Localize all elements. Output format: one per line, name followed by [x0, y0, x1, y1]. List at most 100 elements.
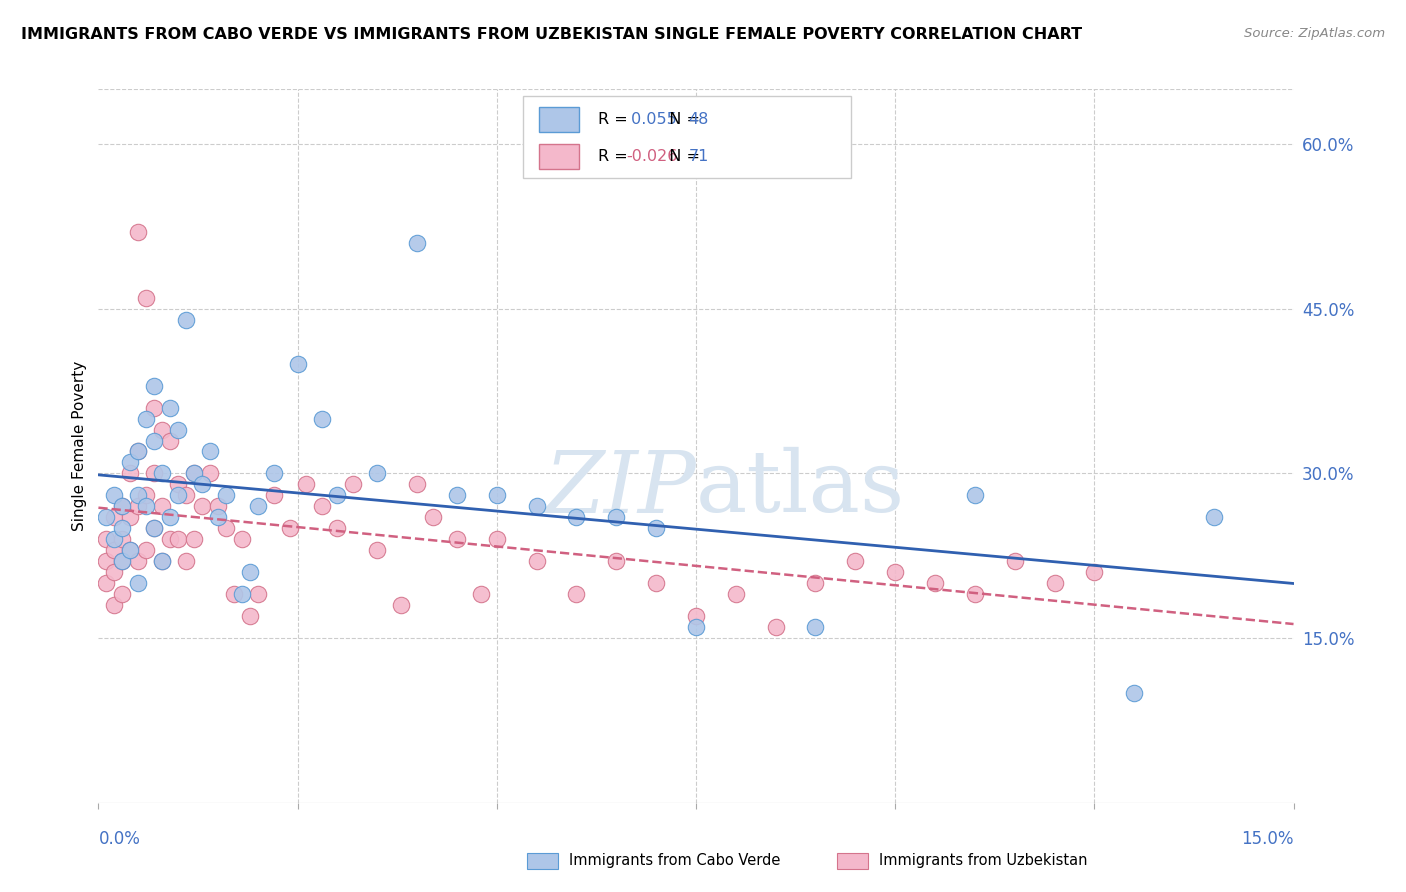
- Point: [111, 587, 134, 601]
- Point: [120, 543, 142, 558]
- Point: [645, 576, 668, 591]
- Point: [103, 510, 125, 524]
- Point: [143, 521, 166, 535]
- Point: [143, 467, 166, 481]
- Point: [174, 312, 197, 326]
- Point: [231, 587, 253, 601]
- Point: [1043, 576, 1066, 591]
- Point: [207, 500, 229, 514]
- Point: [127, 554, 149, 568]
- Point: [150, 500, 173, 514]
- Point: [804, 620, 827, 634]
- Point: [103, 488, 125, 502]
- Point: [159, 510, 181, 524]
- Point: [605, 554, 627, 568]
- Text: 71: 71: [689, 149, 709, 164]
- Point: [605, 510, 627, 524]
- Point: [239, 609, 262, 624]
- Text: -0.026: -0.026: [626, 149, 678, 164]
- Point: [342, 477, 364, 491]
- Point: [645, 521, 668, 535]
- Point: [804, 576, 827, 591]
- Point: [143, 378, 166, 392]
- Point: [143, 401, 166, 415]
- Point: [167, 477, 190, 491]
- Point: [446, 488, 468, 502]
- Point: [685, 609, 707, 624]
- Point: [159, 533, 181, 547]
- Point: [127, 225, 149, 239]
- Point: [167, 533, 190, 547]
- Point: [150, 554, 173, 568]
- Point: [1004, 554, 1026, 568]
- Point: [96, 533, 118, 547]
- Point: [183, 467, 205, 481]
- Point: [1202, 510, 1225, 524]
- Point: [366, 543, 388, 558]
- Point: [422, 510, 444, 524]
- Point: [198, 467, 221, 481]
- Text: 0.0%: 0.0%: [98, 830, 141, 848]
- Point: [120, 467, 142, 481]
- Point: [198, 444, 221, 458]
- Point: [470, 587, 492, 601]
- Point: [246, 587, 269, 601]
- Point: [963, 488, 986, 502]
- Point: [183, 533, 205, 547]
- Point: [389, 598, 412, 612]
- Point: [120, 510, 142, 524]
- Point: [103, 566, 125, 580]
- Point: [167, 423, 190, 437]
- Point: [326, 488, 349, 502]
- Point: [127, 444, 149, 458]
- Point: [174, 554, 197, 568]
- Point: [135, 543, 157, 558]
- Text: Immigrants from Uzbekistan: Immigrants from Uzbekistan: [879, 854, 1087, 868]
- Point: [311, 411, 333, 425]
- Point: [150, 554, 173, 568]
- Point: [526, 554, 548, 568]
- Point: [120, 455, 142, 469]
- Point: [150, 467, 173, 481]
- Point: [103, 533, 125, 547]
- Text: Immigrants from Cabo Verde: Immigrants from Cabo Verde: [569, 854, 780, 868]
- Text: N =: N =: [659, 149, 706, 164]
- Point: [183, 467, 205, 481]
- Point: [150, 423, 173, 437]
- Text: Source: ZipAtlas.com: Source: ZipAtlas.com: [1244, 27, 1385, 40]
- Point: [239, 566, 262, 580]
- Point: [135, 500, 157, 514]
- Point: [884, 566, 907, 580]
- Point: [366, 467, 388, 481]
- Point: [96, 510, 118, 524]
- Point: [446, 533, 468, 547]
- Point: [215, 488, 238, 502]
- Point: [159, 401, 181, 415]
- Point: [159, 434, 181, 448]
- Point: [844, 554, 866, 568]
- Point: [215, 521, 238, 535]
- Point: [135, 291, 157, 305]
- Y-axis label: Single Female Poverty: Single Female Poverty: [72, 361, 87, 531]
- Point: [111, 500, 134, 514]
- Point: [127, 488, 149, 502]
- Point: [120, 543, 142, 558]
- Point: [485, 533, 508, 547]
- Point: [96, 576, 118, 591]
- Point: [96, 554, 118, 568]
- Point: [127, 500, 149, 514]
- Point: [111, 521, 134, 535]
- Point: [191, 477, 214, 491]
- Point: [963, 587, 986, 601]
- Text: IMMIGRANTS FROM CABO VERDE VS IMMIGRANTS FROM UZBEKISTAN SINGLE FEMALE POVERTY C: IMMIGRANTS FROM CABO VERDE VS IMMIGRANTS…: [21, 27, 1083, 42]
- Point: [294, 477, 316, 491]
- Point: [174, 488, 197, 502]
- Point: [406, 235, 429, 250]
- Point: [565, 587, 588, 601]
- Point: [526, 500, 548, 514]
- Point: [263, 467, 285, 481]
- Point: [207, 510, 229, 524]
- Point: [565, 510, 588, 524]
- Point: [111, 533, 134, 547]
- Point: [1123, 686, 1146, 700]
